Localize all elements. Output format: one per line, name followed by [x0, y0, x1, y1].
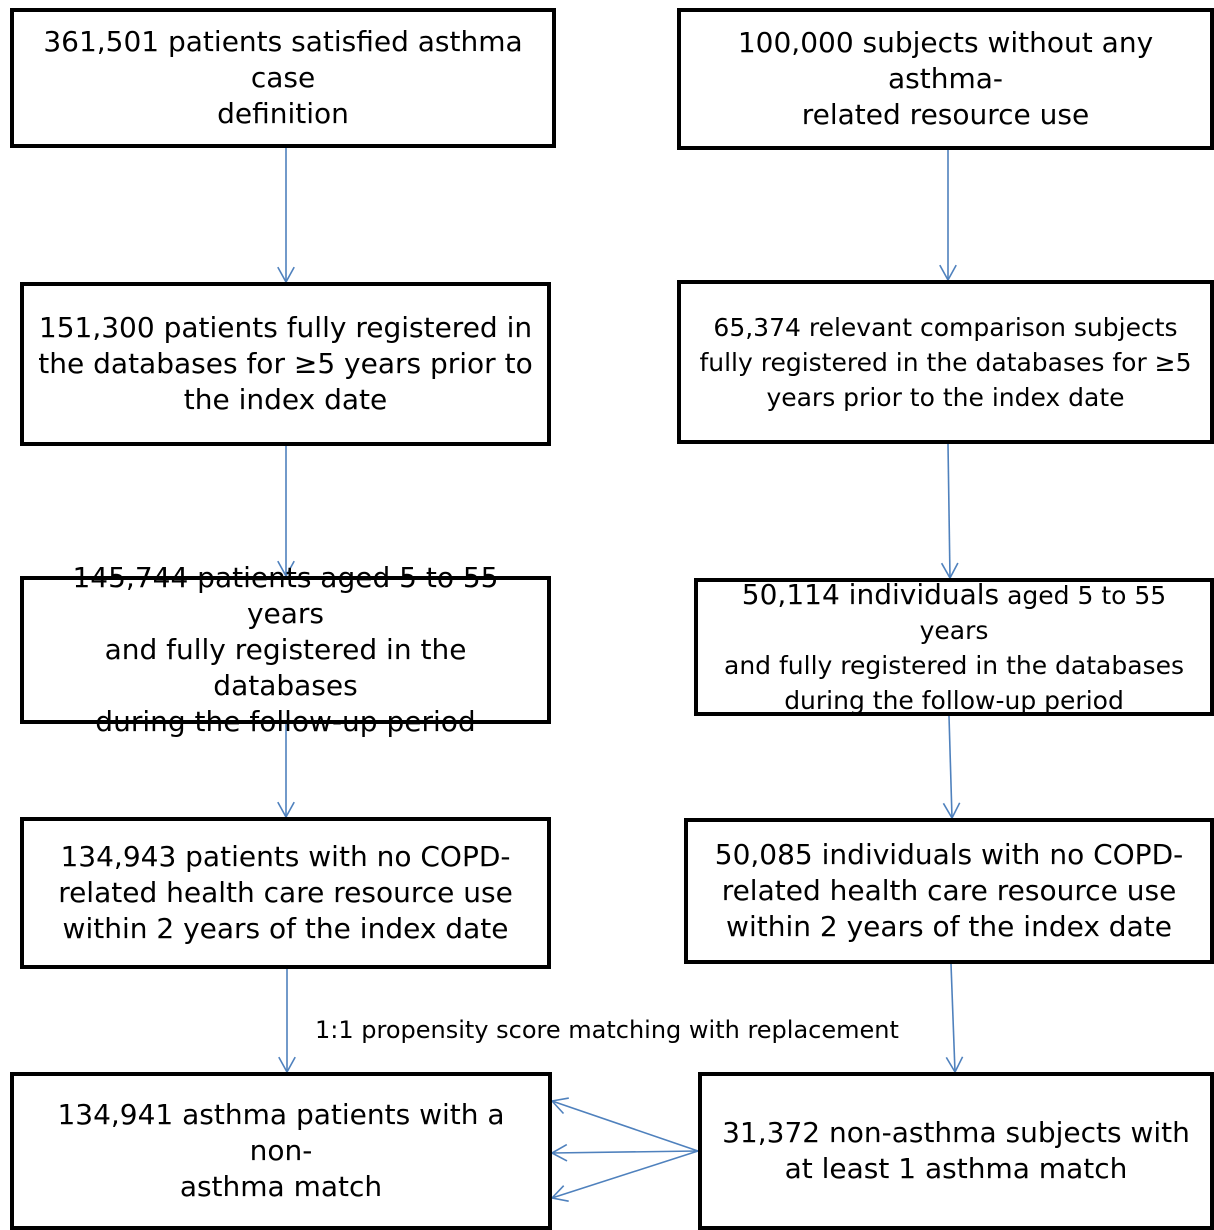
asthma-matched-text: 134,941 asthma patients with a non- asth…	[28, 1097, 534, 1205]
asthma-no-copd-text: 134,943 patients with no COPD- related h…	[58, 839, 513, 947]
asthma-registered-box: 151,300 patients fully registered in the…	[20, 282, 551, 446]
comparison-aged-text: 50,114 individuals aged 5 to 55 years an…	[712, 577, 1196, 718]
arrow-match-top	[552, 1098, 698, 1151]
asthma-matched-box: 134,941 asthma patients with a non- asth…	[10, 1072, 552, 1230]
asthma-aged-box: 145,744 patients aged 5 to 55 years and …	[20, 576, 551, 724]
non-asthma-matched-text: 31,372 non-asthma subjects with at least…	[722, 1115, 1190, 1187]
arrow-l1-l2	[278, 148, 294, 282]
matching-label: 1:1 propensity score matching with repla…	[315, 1015, 899, 1045]
comparison-no-copd-box: 50,085 individuals with no COPD- related…	[684, 818, 1214, 964]
non-asthma-matched-box: 31,372 non-asthma subjects with at least…	[698, 1072, 1214, 1230]
comparison-aged-lead: 50,114 individuals	[742, 578, 999, 611]
arrow-r4-r5	[946, 964, 962, 1072]
non-asthma-subjects-box: 100,000 subjects without any asthma- rel…	[677, 8, 1214, 150]
arrow-r1-r2	[940, 150, 956, 280]
asthma-no-copd-box: 134,943 patients with no COPD- related h…	[20, 817, 551, 969]
arrow-match-bottom	[552, 1151, 698, 1201]
arrow-r3-r4	[943, 716, 959, 818]
asthma-aged-text: 145,744 patients aged 5 to 55 years and …	[38, 560, 533, 740]
comparison-registered-text: 65,374 relevant comparison subjects full…	[699, 310, 1191, 415]
arrow-l4-l5	[279, 969, 295, 1072]
comparison-registered-box: 65,374 relevant comparison subjects full…	[677, 280, 1214, 444]
non-asthma-subjects-text: 100,000 subjects without any asthma- rel…	[695, 25, 1196, 133]
asthma-case-box: 361,501 patients satisfied asthma case d…	[10, 8, 556, 148]
asthma-registered-text: 151,300 patients fully registered in the…	[38, 310, 532, 418]
arrow-l2-l3	[278, 446, 294, 576]
arrow-r2-r3	[942, 444, 958, 578]
asthma-case-text: 361,501 patients satisfied asthma case d…	[28, 24, 538, 132]
comparison-aged-box: 50,114 individuals aged 5 to 55 years an…	[694, 578, 1214, 716]
comparison-no-copd-text: 50,085 individuals with no COPD- related…	[715, 837, 1183, 945]
